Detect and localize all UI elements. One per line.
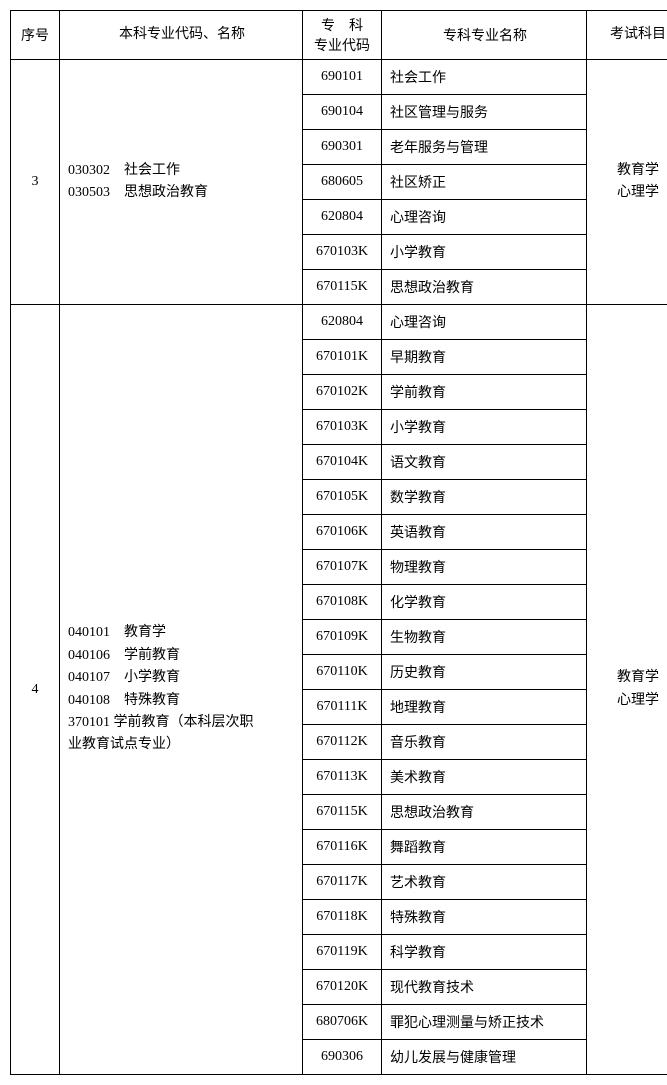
cell-spec-code: 670103K xyxy=(303,410,382,445)
cell-spec-name: 思想政治教育 xyxy=(382,270,587,305)
cell-spec-code: 670119K xyxy=(303,935,382,970)
cell-spec-code: 670115K xyxy=(303,270,382,305)
cell-spec-code: 690104 xyxy=(303,95,382,130)
cell-spec-code: 670115K xyxy=(303,795,382,830)
cell-spec-code: 670107K xyxy=(303,550,382,585)
cell-seq: 4 xyxy=(11,305,60,1075)
cell-spec-name: 科学教育 xyxy=(382,935,587,970)
cell-spec-name: 艺术教育 xyxy=(382,865,587,900)
cell-spec-name: 化学教育 xyxy=(382,585,587,620)
cell-spec-code: 670108K xyxy=(303,585,382,620)
cell-seq: 3 xyxy=(11,60,60,305)
cell-spec-code: 670109K xyxy=(303,620,382,655)
cell-spec-name: 美术教育 xyxy=(382,760,587,795)
table-row: 3030302 社会工作030503 思想政治教育690101社会工作教育学心理… xyxy=(11,60,667,95)
cell-spec-name: 特殊教育 xyxy=(382,900,587,935)
cell-spec-name: 语文教育 xyxy=(382,445,587,480)
cell-spec-code: 670118K xyxy=(303,900,382,935)
cell-spec-name: 数学教育 xyxy=(382,480,587,515)
cell-spec-code: 670113K xyxy=(303,760,382,795)
cell-spec-code: 690306 xyxy=(303,1040,382,1075)
cell-spec-code: 690101 xyxy=(303,60,382,95)
cell-spec-name: 社区管理与服务 xyxy=(382,95,587,130)
cell-spec-name: 幼儿发展与健康管理 xyxy=(382,1040,587,1075)
cell-spec-code: 670116K xyxy=(303,830,382,865)
cell-spec-code: 670103K xyxy=(303,235,382,270)
cell-spec-code: 620804 xyxy=(303,305,382,340)
cell-spec-name: 历史教育 xyxy=(382,655,587,690)
cell-spec-name: 音乐教育 xyxy=(382,725,587,760)
cell-spec-name: 小学教育 xyxy=(382,235,587,270)
header-spec-code: 专 科专业代码 xyxy=(303,11,382,60)
cell-spec-name: 小学教育 xyxy=(382,410,587,445)
cell-spec-name: 物理教育 xyxy=(382,550,587,585)
table-row: 4040101 教育学040106 学前教育040107 小学教育040108 … xyxy=(11,305,667,340)
cell-spec-code: 690301 xyxy=(303,130,382,165)
cell-spec-code: 670106K xyxy=(303,515,382,550)
major-mapping-table: 序号 本科专业代码、名称 专 科专业代码 专科专业名称 考试科目 3030302… xyxy=(10,10,667,1075)
cell-spec-name: 老年服务与管理 xyxy=(382,130,587,165)
header-exam: 考试科目 xyxy=(587,11,667,60)
cell-spec-name: 社会工作 xyxy=(382,60,587,95)
cell-spec-name: 舞蹈教育 xyxy=(382,830,587,865)
cell-spec-name: 心理咨询 xyxy=(382,305,587,340)
cell-spec-name: 思想政治教育 xyxy=(382,795,587,830)
cell-spec-code: 670101K xyxy=(303,340,382,375)
cell-spec-name: 罪犯心理测量与矫正技术 xyxy=(382,1005,587,1040)
header-seq: 序号 xyxy=(11,11,60,60)
cell-spec-code: 620804 xyxy=(303,200,382,235)
cell-exam: 教育学心理学 xyxy=(587,305,667,1075)
header-spec-name: 专科专业名称 xyxy=(382,11,587,60)
cell-spec-code: 670112K xyxy=(303,725,382,760)
cell-spec-code: 670105K xyxy=(303,480,382,515)
cell-spec-code: 670111K xyxy=(303,690,382,725)
cell-exam: 教育学心理学 xyxy=(587,60,667,305)
cell-spec-name: 生物教育 xyxy=(382,620,587,655)
cell-spec-name: 地理教育 xyxy=(382,690,587,725)
cell-spec-code: 670117K xyxy=(303,865,382,900)
table-header-row: 序号 本科专业代码、名称 专 科专业代码 专科专业名称 考试科目 xyxy=(11,11,667,60)
cell-spec-name: 学前教育 xyxy=(382,375,587,410)
cell-spec-code: 670104K xyxy=(303,445,382,480)
cell-major: 040101 教育学040106 学前教育040107 小学教育040108 特… xyxy=(60,305,303,1075)
cell-spec-name: 现代教育技术 xyxy=(382,970,587,1005)
cell-spec-code: 680605 xyxy=(303,165,382,200)
cell-spec-name: 心理咨询 xyxy=(382,200,587,235)
table-body: 3030302 社会工作030503 思想政治教育690101社会工作教育学心理… xyxy=(11,60,667,1075)
header-major: 本科专业代码、名称 xyxy=(60,11,303,60)
cell-major: 030302 社会工作030503 思想政治教育 xyxy=(60,60,303,305)
cell-spec-name: 社区矫正 xyxy=(382,165,587,200)
cell-spec-name: 早期教育 xyxy=(382,340,587,375)
cell-spec-code: 670120K xyxy=(303,970,382,1005)
cell-spec-code: 680706K xyxy=(303,1005,382,1040)
cell-spec-code: 670102K xyxy=(303,375,382,410)
cell-spec-name: 英语教育 xyxy=(382,515,587,550)
cell-spec-code: 670110K xyxy=(303,655,382,690)
